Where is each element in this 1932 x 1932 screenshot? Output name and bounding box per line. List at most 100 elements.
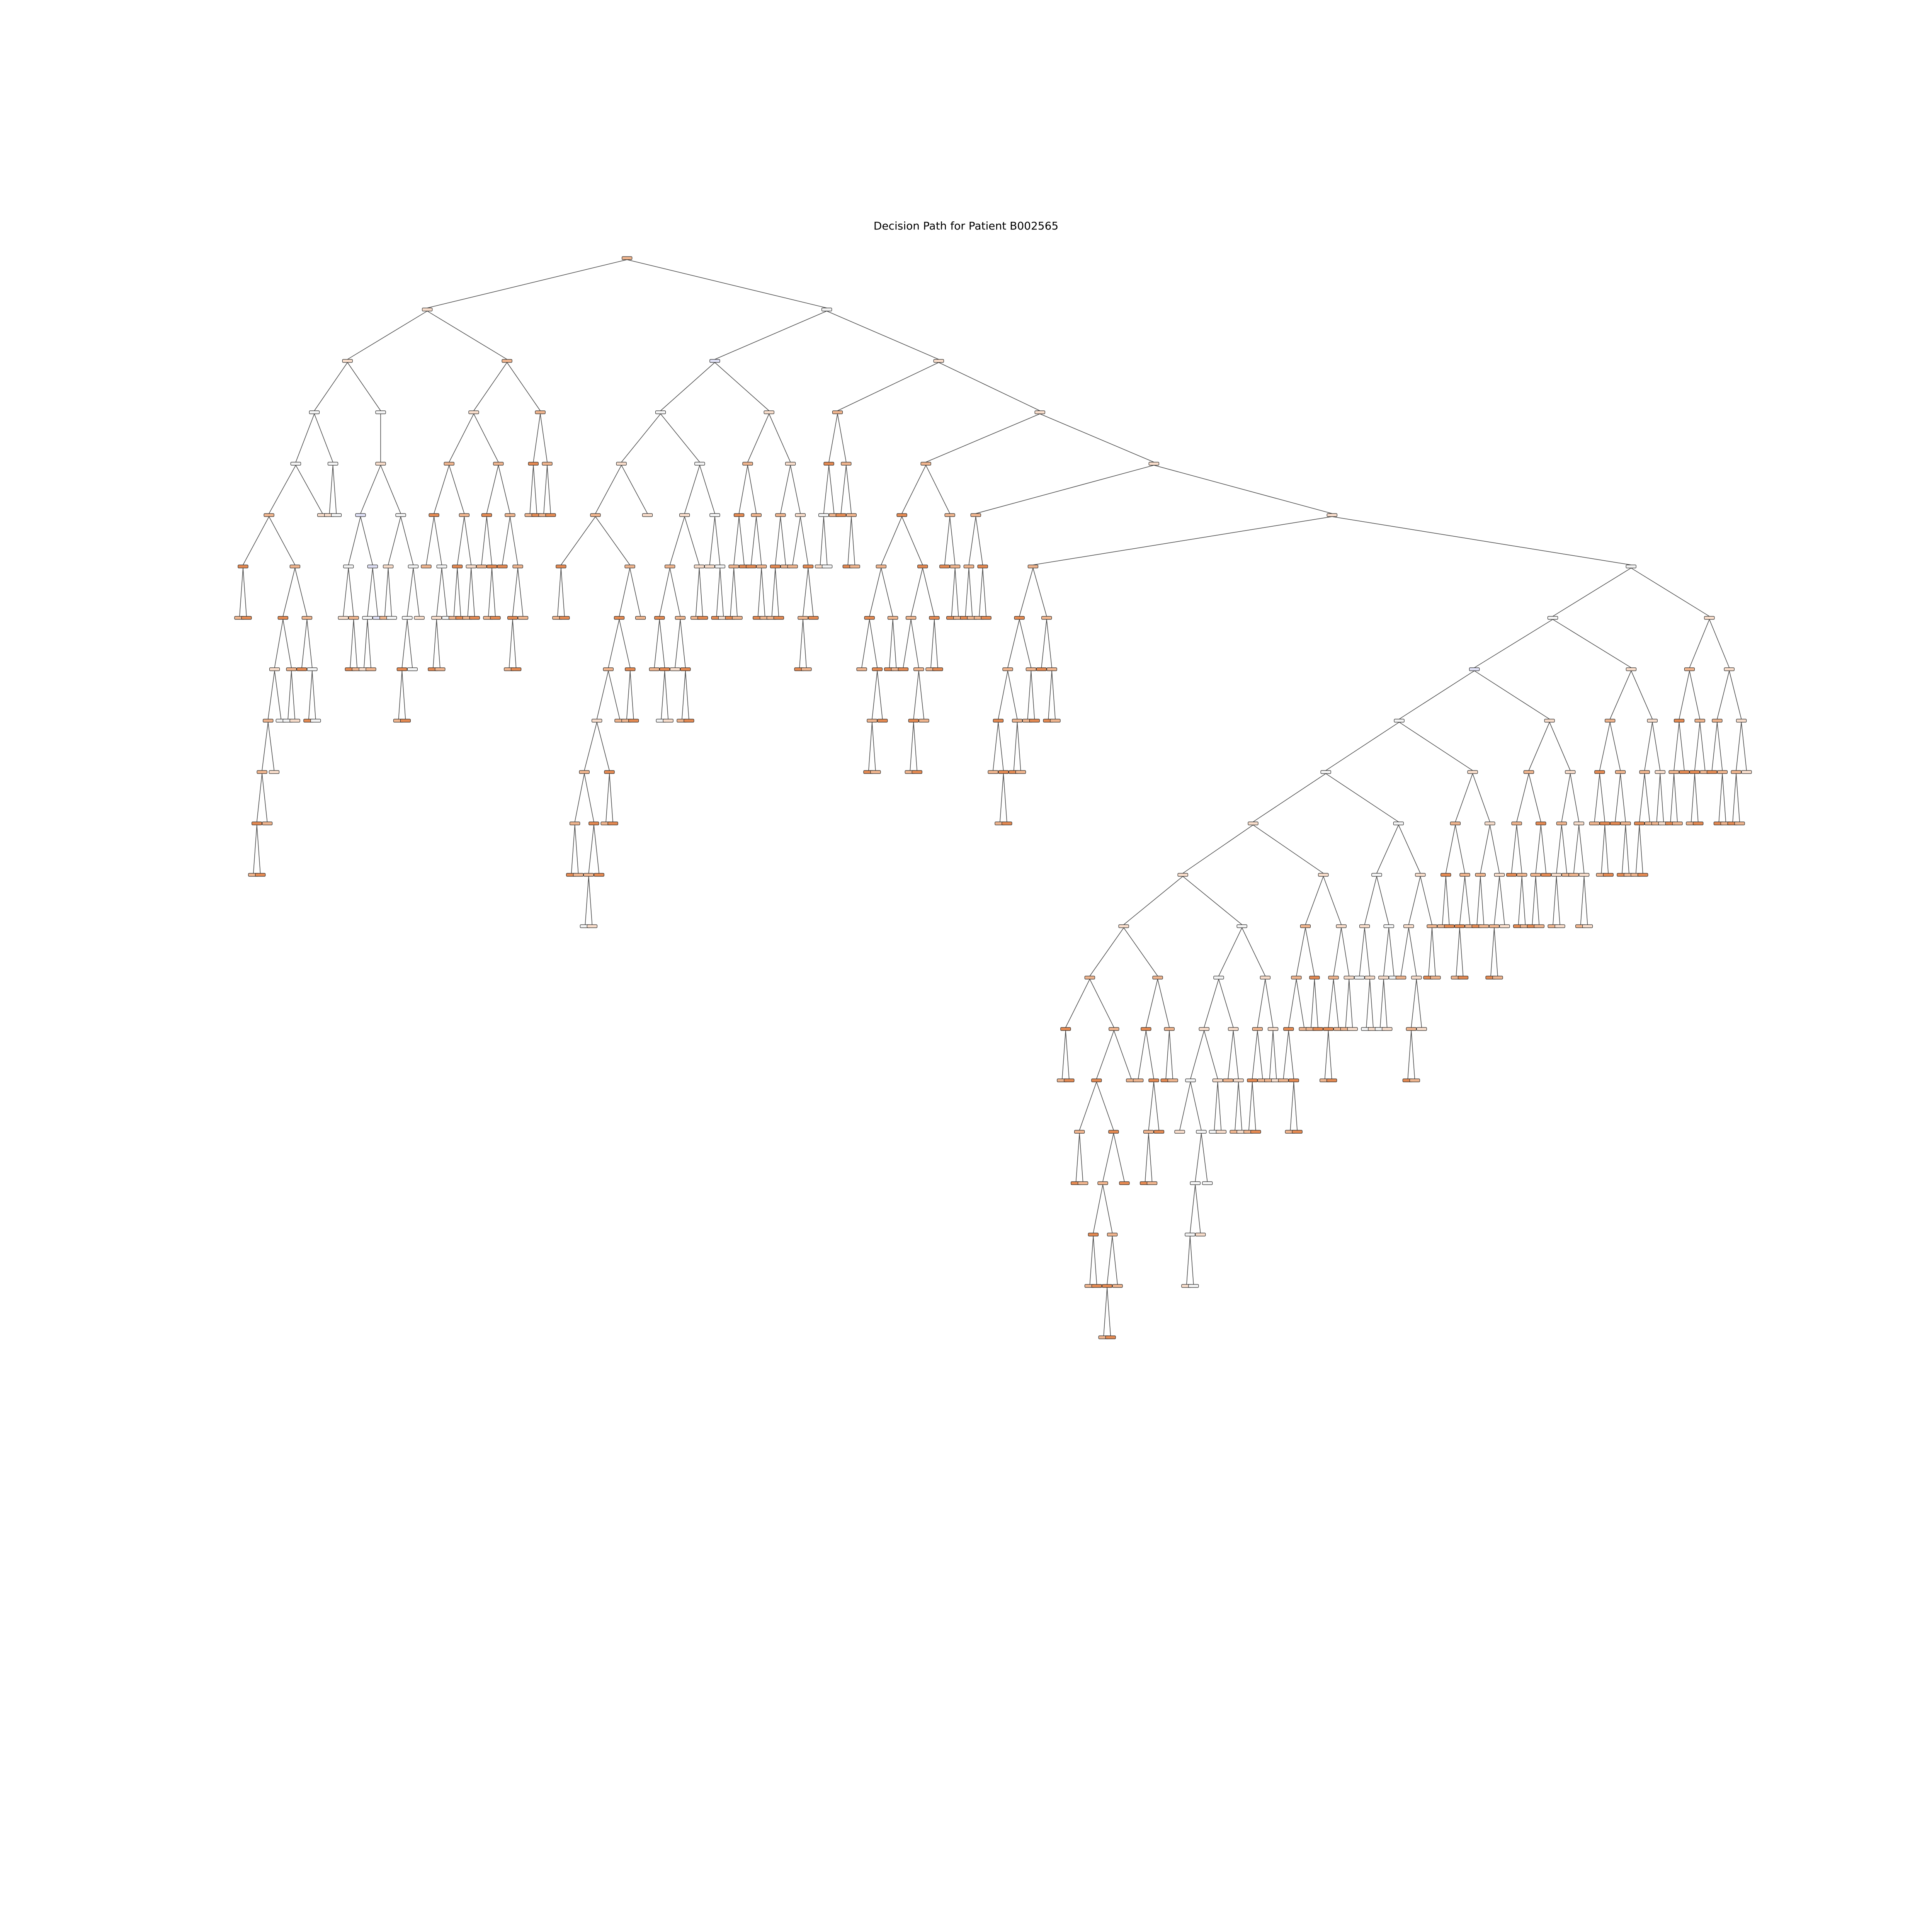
tree-edge [621, 413, 661, 463]
tree-split-node-389 [1599, 821, 1610, 825]
tree-edge [1494, 876, 1500, 925]
tree-leaf-node-380 [1582, 924, 1593, 928]
tree-edge [775, 516, 781, 565]
tree-edge [1228, 1030, 1234, 1079]
tree-split-node-349 [1459, 873, 1470, 877]
tree-edge [308, 670, 313, 719]
tree-leaf-node-243 [1105, 1335, 1116, 1339]
tree-split-node-68 [444, 462, 454, 466]
tree-leaf-node-378 [1568, 873, 1579, 877]
tree-edge [1540, 825, 1546, 874]
tree-edge [1679, 722, 1685, 771]
tree-split-node-218 [993, 719, 1004, 723]
tree-edge [998, 722, 1004, 771]
tree-edge [925, 465, 950, 514]
tree-edge [473, 413, 499, 463]
tree-split-node-410 [1668, 770, 1679, 774]
tree-edge [473, 362, 507, 411]
tree-split-node-15 [277, 616, 288, 620]
tree-edge [1190, 1236, 1194, 1285]
tree-edge [968, 516, 976, 565]
tree-leaf-node-78 [517, 616, 529, 620]
tree-edge [837, 413, 847, 463]
tree-edge [588, 876, 593, 925]
tree-edge [837, 362, 939, 411]
tree-edge [1383, 979, 1388, 1028]
tree-split-node-80 [505, 513, 515, 517]
tree-split-node-250 [1091, 1078, 1102, 1082]
tree-split-node-284 [1213, 976, 1224, 980]
tree-edge [1051, 670, 1056, 719]
tree-edge [747, 465, 757, 514]
tree-leaf-node-368 [1534, 924, 1544, 928]
tree-edge [1622, 825, 1626, 874]
tree-edge [1388, 927, 1395, 976]
tree-edge [889, 619, 893, 668]
tree-split-node-390 [1594, 770, 1605, 774]
tree-split-node-204 [950, 565, 961, 568]
tree-edge [1107, 1236, 1113, 1285]
tree-edge [1148, 1133, 1153, 1182]
tree-edge [401, 670, 406, 719]
tree-edge [312, 670, 316, 719]
tree-edge [799, 619, 803, 668]
tree-edge [348, 516, 361, 565]
tree-split-node-52 [375, 410, 386, 414]
tree-split-node-322 [1359, 924, 1370, 928]
tree-edge [1407, 1030, 1412, 1079]
tree-split-node-365 [1516, 873, 1527, 877]
tree-edge [1359, 927, 1365, 976]
tree-leaf-node-298 [1292, 1130, 1303, 1134]
tree-edge [901, 516, 923, 565]
tree-edge [747, 413, 769, 463]
tree-edge [877, 670, 883, 719]
tree-split-node-316 [1318, 873, 1329, 877]
tree-edge [449, 465, 465, 514]
tree-edge [872, 722, 876, 771]
tree-leaf-node-159 [801, 667, 812, 671]
tree-leaf-node-111 [628, 719, 639, 723]
tree-leaf-node-216 [1002, 821, 1012, 825]
tree-split-node-187 [887, 616, 898, 620]
tree-edge [529, 465, 534, 514]
tree-edge [1182, 825, 1253, 874]
tree-edge [1102, 1184, 1113, 1233]
tree-edge [716, 568, 721, 617]
tree-split-node-395 [1615, 770, 1626, 774]
tree-split-node-328 [1371, 873, 1382, 877]
tree-edge [398, 670, 403, 719]
tree-leaf-node-362 [1506, 873, 1517, 877]
tree-edge [1399, 670, 1475, 719]
tree-edge [1093, 1236, 1097, 1285]
tree-split-node-231 [1041, 616, 1052, 620]
tree-edge [1332, 516, 1631, 565]
tree-edge [347, 362, 381, 411]
tree-edge [1532, 876, 1536, 925]
tree-leaf-node-346 [1458, 976, 1469, 980]
tree-edge [1511, 825, 1517, 874]
tree-split-node-63 [452, 565, 463, 568]
tree-split-node-21 [289, 565, 300, 568]
tree-edge [1631, 568, 1710, 617]
tree-split-node-205 [944, 513, 955, 517]
tree-split-node-244 [1102, 1284, 1112, 1288]
tree-split-node-5 [252, 821, 262, 825]
tree-split-node-9 [263, 719, 274, 723]
tree-split-node-238 [1074, 1130, 1085, 1134]
tree-split-node-340 [1393, 821, 1404, 825]
tree-edge [571, 825, 575, 874]
tree-split-node-341 [1320, 770, 1331, 774]
tree-split-node-164 [785, 462, 796, 466]
tree-leaf-node-193 [918, 719, 929, 723]
tree-split-node-327 [1383, 924, 1394, 928]
tree-edge [998, 670, 1008, 719]
tree-edge [1190, 1082, 1202, 1131]
tree-edge [944, 516, 950, 565]
tree-leaf-node-272 [1202, 1181, 1213, 1185]
tree-edge [1717, 722, 1723, 771]
tree-edge [433, 619, 437, 668]
tree-leaf-node-214 [988, 770, 998, 774]
tree-edge [629, 670, 634, 719]
tree-edge [1699, 722, 1706, 771]
tree-edge [1472, 773, 1490, 822]
